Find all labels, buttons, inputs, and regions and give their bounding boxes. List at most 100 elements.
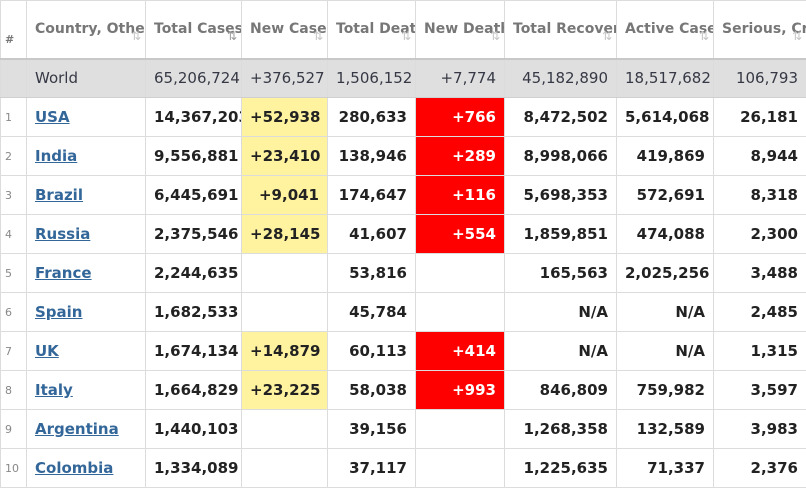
total-recovered-cell: 1,268,358 (505, 410, 617, 449)
total-cases-cell: 1,674,134 (146, 332, 242, 371)
sort-icon[interactable]: ⇅ (602, 26, 610, 46)
sort-icon[interactable]: ⇅ (227, 26, 235, 46)
table-row: 10 Colombia 1,334,089 37,117 1,225,635 7… (1, 449, 806, 488)
total-deaths-cell: 138,946 (328, 137, 416, 176)
table-row: 7 UK 1,674,134 +14,879 60,113 +414 N/A N… (1, 332, 806, 371)
world-new-deaths: +7,774 (416, 59, 505, 98)
country-link[interactable]: Argentina (35, 420, 119, 438)
country-cell: Colombia (27, 449, 146, 488)
serious-critical-cell: 26,181 (714, 98, 806, 137)
table-body: World 65,206,724 +376,527 1,506,152 +7,7… (1, 59, 806, 488)
serious-critical-cell: 3,597 (714, 371, 806, 410)
serious-critical-cell: 3,488 (714, 254, 806, 293)
table-row: 4 Russia 2,375,546 +28,145 41,607 +554 1… (1, 215, 806, 254)
table-row: 1 USA 14,367,203 +52,938 280,633 +766 8,… (1, 98, 806, 137)
total-cases-cell: 1,664,829 (146, 371, 242, 410)
table-header: # Country, Other⇅ Total Cases⇅ New Cases… (1, 1, 806, 59)
header-new-cases[interactable]: New Cases⇅ (242, 1, 328, 59)
new-deaths-cell: +289 (416, 137, 505, 176)
rank-cell: 2 (1, 137, 27, 176)
table-row: 8 Italy 1,664,829 +23,225 58,038 +993 84… (1, 371, 806, 410)
serious-critical-cell: 2,300 (714, 215, 806, 254)
new-cases-cell: +23,410 (242, 137, 328, 176)
new-deaths-cell (416, 254, 505, 293)
country-link[interactable]: India (35, 147, 77, 165)
table-row: 9 Argentina 1,440,103 39,156 1,268,358 1… (1, 410, 806, 449)
new-cases-cell: +28,145 (242, 215, 328, 254)
country-cell: Argentina (27, 410, 146, 449)
rank-cell: 6 (1, 293, 27, 332)
sort-icon[interactable]: ⇅ (401, 26, 409, 46)
header-total-deaths[interactable]: Total Deaths⇅ (328, 1, 416, 59)
country-link[interactable]: Spain (35, 303, 82, 321)
country-link[interactable]: Italy (35, 381, 73, 399)
country-cell: Spain (27, 293, 146, 332)
total-recovered-cell: 165,563 (505, 254, 617, 293)
country-link[interactable]: Russia (35, 225, 90, 243)
new-deaths-cell (416, 449, 505, 488)
active-cases-cell: N/A (617, 332, 714, 371)
new-cases-cell (242, 410, 328, 449)
total-cases-cell: 1,334,089 (146, 449, 242, 488)
header-total-cases[interactable]: Total Cases⇅ (146, 1, 242, 59)
rank-cell: 7 (1, 332, 27, 371)
sort-icon[interactable]: ⇅ (313, 26, 321, 46)
total-recovered-cell: 846,809 (505, 371, 617, 410)
sort-icon[interactable]: ⇅ (490, 26, 498, 46)
header-rank-label: # (5, 33, 14, 46)
total-deaths-cell: 39,156 (328, 410, 416, 449)
country-link[interactable]: USA (35, 108, 70, 126)
country-link[interactable]: France (35, 264, 92, 282)
sort-icon[interactable]: ⇅ (792, 26, 800, 46)
total-recovered-cell: 8,998,066 (505, 137, 617, 176)
total-cases-cell: 14,367,203 (146, 98, 242, 137)
rank-cell: 1 (1, 98, 27, 137)
total-cases-cell: 6,445,691 (146, 176, 242, 215)
active-cases-cell: 474,088 (617, 215, 714, 254)
header-rank[interactable]: # (1, 1, 27, 59)
total-deaths-cell: 53,816 (328, 254, 416, 293)
total-cases-cell: 1,440,103 (146, 410, 242, 449)
active-cases-cell: 2,025,256 (617, 254, 714, 293)
new-cases-cell: +14,879 (242, 332, 328, 371)
table-row: 5 France 2,244,635 53,816 165,563 2,025,… (1, 254, 806, 293)
header-serious-critical[interactable]: Serious, Critical⇅ (714, 1, 806, 59)
country-link[interactable]: UK (35, 342, 59, 360)
active-cases-cell: 572,691 (617, 176, 714, 215)
header-country[interactable]: Country, Other⇅ (27, 1, 146, 59)
world-total-cases: 65,206,724 (146, 59, 242, 98)
header-active-cases[interactable]: Active Cases⇅ (617, 1, 714, 59)
total-deaths-cell: 45,784 (328, 293, 416, 332)
serious-critical-cell: 1,315 (714, 332, 806, 371)
new-cases-cell: +9,041 (242, 176, 328, 215)
serious-critical-cell: 3,983 (714, 410, 806, 449)
header-total-recovered[interactable]: Total Recovered⇅ (505, 1, 617, 59)
serious-critical-cell: 8,944 (714, 137, 806, 176)
country-link[interactable]: Brazil (35, 186, 83, 204)
total-recovered-cell: 5,698,353 (505, 176, 617, 215)
active-cases-cell: 71,337 (617, 449, 714, 488)
sort-icon[interactable]: ⇅ (699, 26, 707, 46)
world-active-cases: 18,517,682 (617, 59, 714, 98)
serious-critical-cell: 2,485 (714, 293, 806, 332)
total-cases-cell: 1,682,533 (146, 293, 242, 332)
new-cases-cell: +23,225 (242, 371, 328, 410)
country-cell: India (27, 137, 146, 176)
serious-critical-cell: 2,376 (714, 449, 806, 488)
header-new-deaths[interactable]: New Deaths⇅ (416, 1, 505, 59)
new-deaths-cell: +766 (416, 98, 505, 137)
rank-cell: 9 (1, 410, 27, 449)
rank-cell: 5 (1, 254, 27, 293)
sort-icon[interactable]: ⇅ (131, 26, 139, 46)
total-cases-cell: 9,556,881 (146, 137, 242, 176)
total-deaths-cell: 280,633 (328, 98, 416, 137)
table-row: 6 Spain 1,682,533 45,784 N/A N/A 2,485 (1, 293, 806, 332)
rank-cell: 3 (1, 176, 27, 215)
country-link[interactable]: Colombia (35, 459, 113, 477)
country-cell: USA (27, 98, 146, 137)
active-cases-cell: 5,614,068 (617, 98, 714, 137)
total-recovered-cell: 1,225,635 (505, 449, 617, 488)
total-deaths-cell: 58,038 (328, 371, 416, 410)
world-total-deaths: 1,506,152 (328, 59, 416, 98)
